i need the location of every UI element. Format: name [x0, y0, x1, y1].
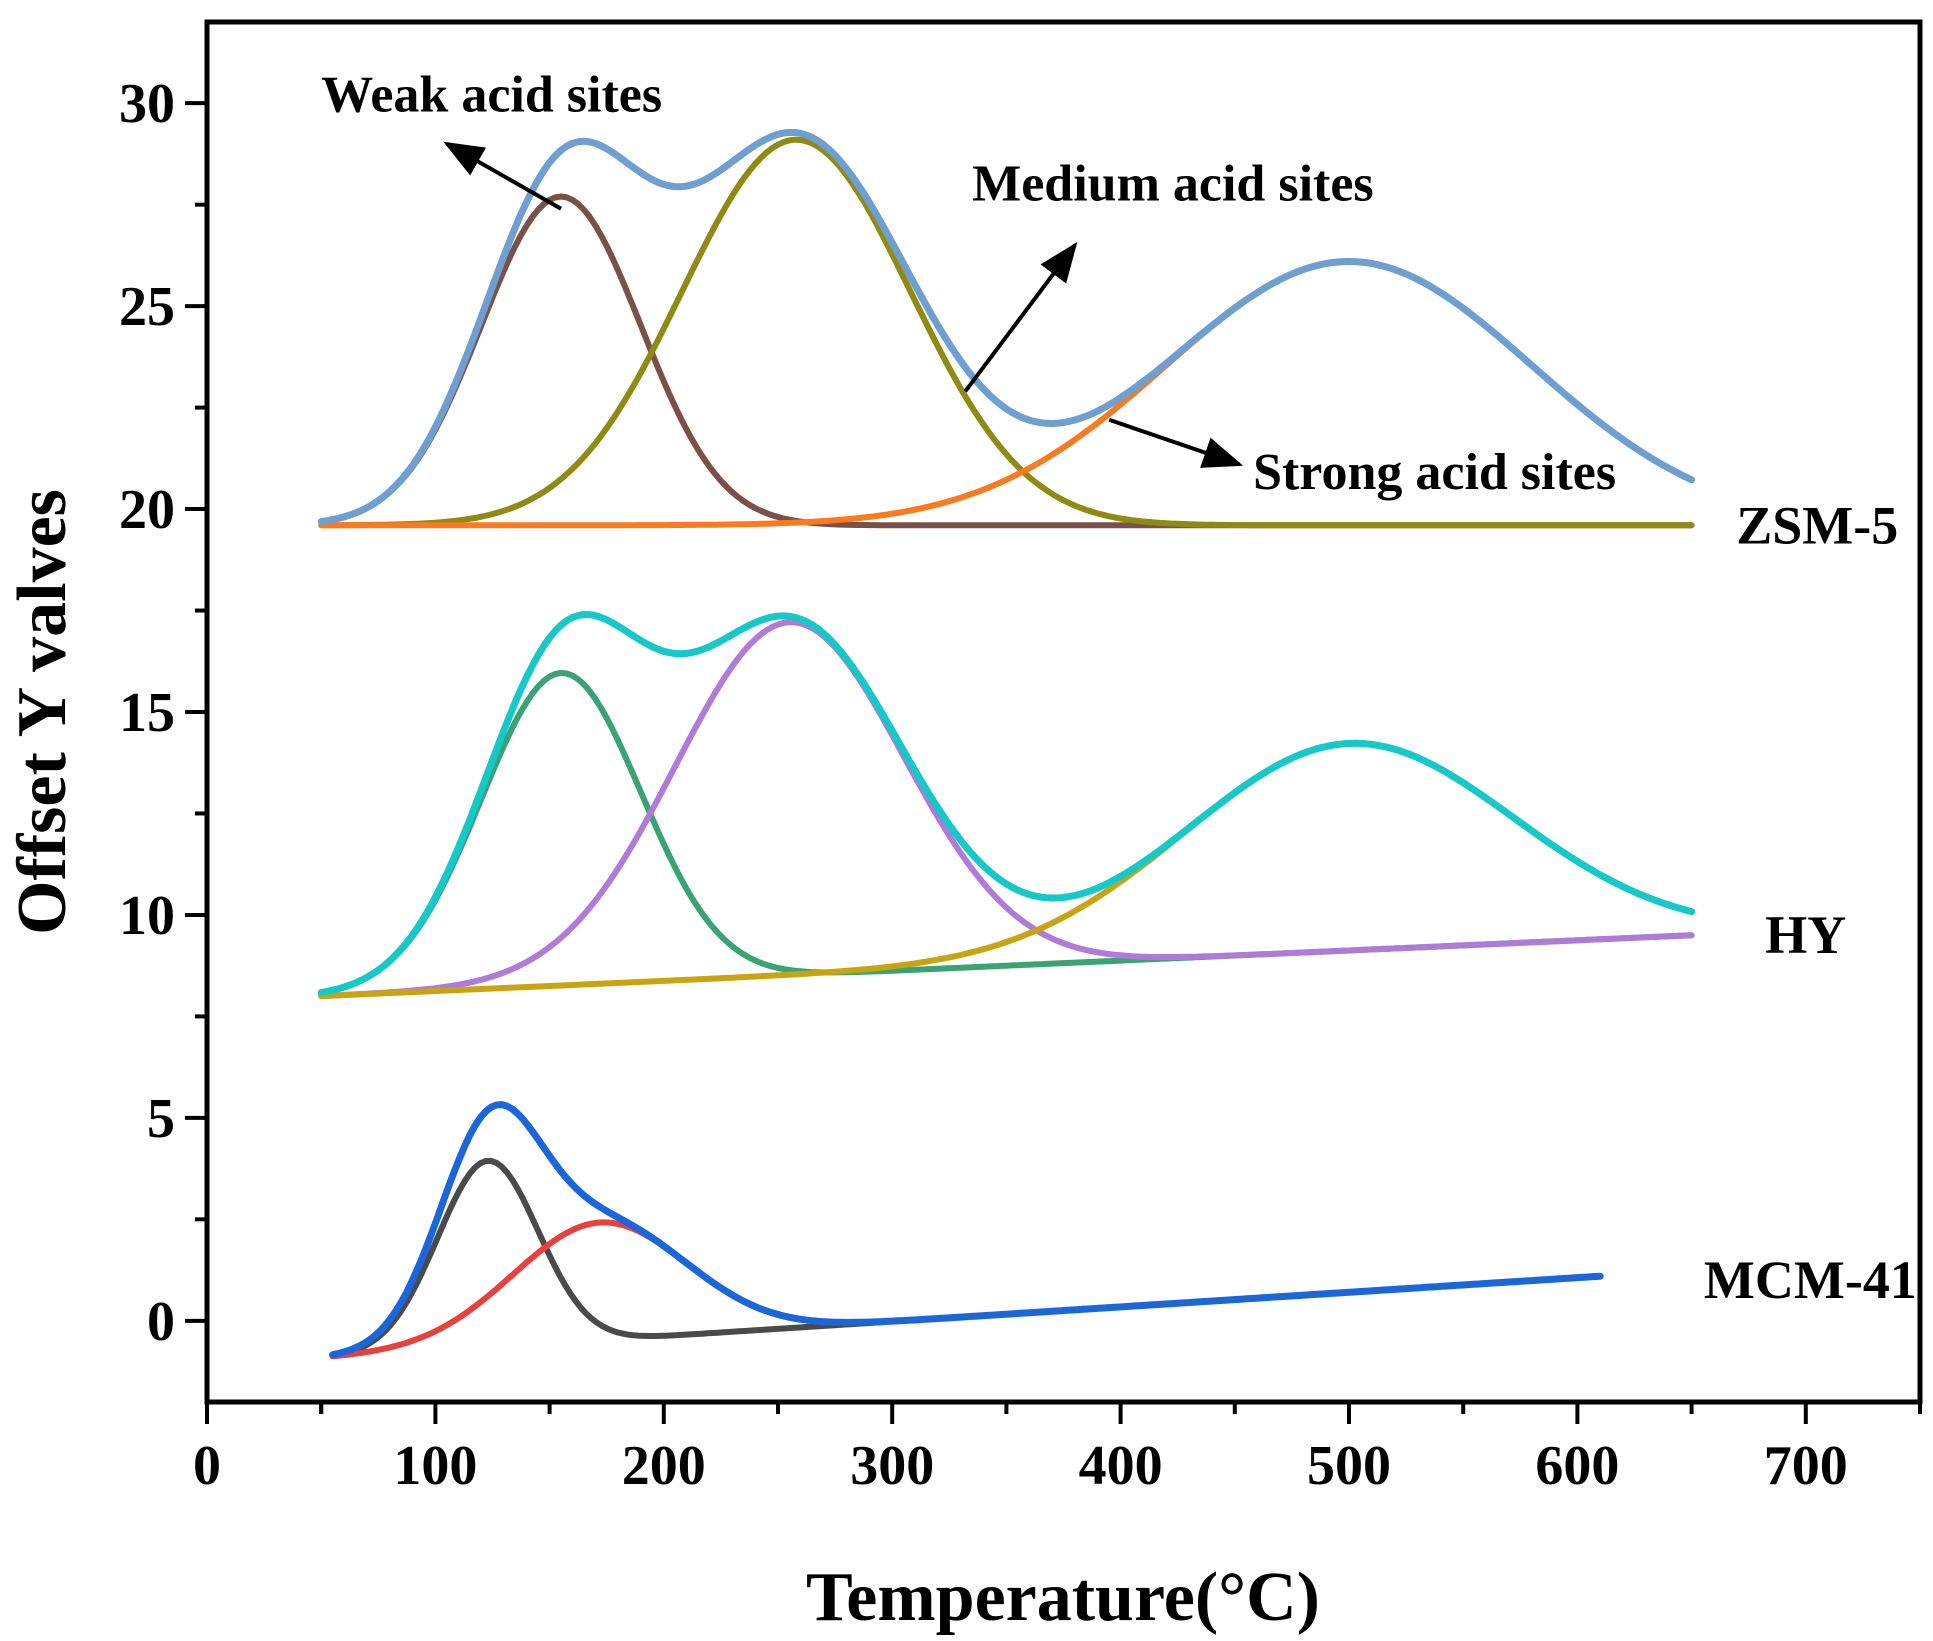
- y-tick-label: 5: [147, 1088, 175, 1150]
- sample-label-zsm-5: ZSM-5: [1736, 495, 1898, 555]
- x-tick-label: 600: [1535, 1435, 1619, 1497]
- x-tick-label: 500: [1307, 1435, 1391, 1497]
- y-tick-label: 10: [119, 885, 175, 947]
- fit-peak-mcm-41-weak: [329, 1157, 1604, 1359]
- fit-peak-zsm-5-medium: [318, 136, 1695, 529]
- annotation-arrow: [1108, 417, 1244, 468]
- y-tick-label: 20: [119, 479, 175, 541]
- envelope-mcm-41: [329, 1101, 1604, 1359]
- y-tick-label: 0: [147, 1291, 175, 1353]
- annotations-layer: Weak acid sites Medium acid sites Strong a…: [321, 66, 1616, 500]
- y-tick-label: 25: [119, 276, 175, 338]
- x-axis-ticks: 0 100 200 300 400 500 600 700: [193, 1402, 1922, 1497]
- y-axis-title: Offset Y valves: [4, 489, 81, 935]
- fit-peak-hy-medium: [318, 619, 1695, 999]
- y-tick-label: 15: [119, 682, 175, 744]
- envelope-zsm-5: [317, 128, 1696, 526]
- annotation-arrow: [963, 242, 1078, 393]
- x-tick-label: 300: [850, 1435, 934, 1497]
- sample-label-hy: HY: [1765, 905, 1846, 965]
- x-tick-label: 700: [1764, 1435, 1848, 1497]
- x-tick-label: 400: [1079, 1435, 1163, 1497]
- annotation-label: Strong acid sites: [1253, 444, 1616, 501]
- curves-layer: [317, 128, 1696, 1360]
- fit-peak-hy-strong: [318, 740, 1695, 1000]
- x-tick-label: 200: [622, 1435, 706, 1497]
- plot-frame: [204, 19, 1923, 1405]
- sample-labels-layer: ZSM-5 HY MCM-41: [1704, 495, 1917, 1310]
- sample-label-mcm-41: MCM-41: [1704, 1250, 1917, 1310]
- y-tick-label: 30: [119, 73, 175, 135]
- envelope-hy: [317, 611, 1696, 997]
- y-axis-ticks: 0 5 10 15 20 25 30: [119, 73, 207, 1353]
- annotation-label: Medium acid sites: [972, 156, 1374, 213]
- annotation-label: Weak acid sites: [321, 66, 662, 123]
- annotation-arrow: [443, 141, 563, 211]
- x-tick-label: 100: [393, 1435, 477, 1497]
- x-tick-label: 0: [193, 1435, 221, 1497]
- x-axis-title: Temperature(°C): [806, 1559, 1320, 1636]
